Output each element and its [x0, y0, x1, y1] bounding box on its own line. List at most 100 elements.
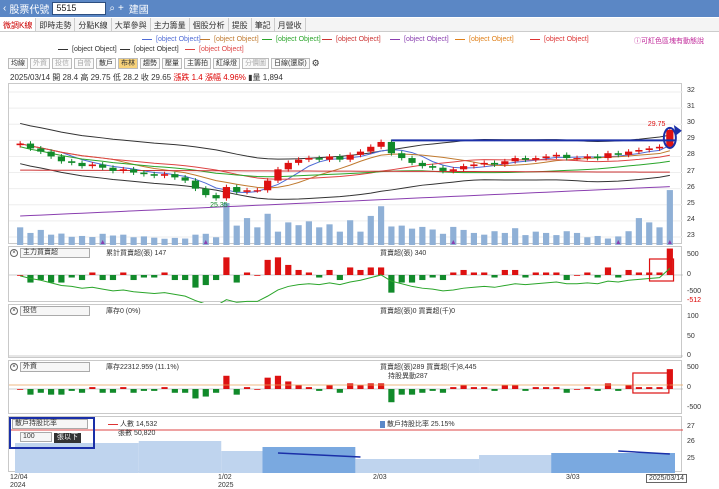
candle-body [191, 180, 200, 189]
back-icon[interactable]: ‹ [3, 3, 7, 14]
toolbar-button[interactable]: 壓量 [162, 58, 182, 69]
date-tick: 1/02 2025 [218, 474, 234, 489]
indicator-toolbar: 均線 外資 投信 自營 散戶 布林 趨勢 壓量 主籌拍 紅綠燈 分價圖 日線(還原) ⚙ [8, 58, 320, 69]
tab-5[interactable]: 個股分析 [190, 18, 229, 31]
flow-bar [213, 389, 220, 393]
flow-bar [450, 387, 457, 389]
flow-bar [584, 387, 591, 389]
volume-bar [398, 225, 405, 245]
volume-bar [326, 224, 333, 245]
flow-bar [48, 275, 55, 283]
indicator-select[interactable]: 外資 [20, 362, 90, 373]
volume-bar [78, 235, 86, 245]
volume-bar [120, 234, 127, 245]
toolbar-button[interactable]: 投信 [52, 58, 72, 69]
notice-link[interactable]: ⓘ可紅色區塊有動態說 [634, 38, 704, 45]
indicator-select[interactable]: 散戶持股比率 [12, 419, 88, 429]
search-icon[interactable]: ⌕ [109, 3, 115, 14]
threshold-select[interactable]: 100 [20, 432, 52, 442]
toolbar-button[interactable]: 布林 [118, 58, 138, 69]
toolbar-button[interactable]: 分價圖 [242, 58, 269, 69]
tab-2[interactable]: 分點K線 [75, 18, 112, 31]
signal-marker [667, 240, 672, 244]
legend-swatch [322, 38, 332, 40]
candle-body [387, 141, 396, 154]
candle-body [129, 169, 138, 173]
candle-body [305, 158, 313, 160]
ma60-line [20, 146, 670, 178]
toolbar-button[interactable]: 主籌拍 [184, 58, 211, 69]
gear-icon[interactable]: ⚙ [311, 58, 320, 68]
flow-bar [58, 389, 65, 395]
flow-bar [27, 389, 34, 395]
flow-bar [522, 275, 529, 278]
tab-0[interactable]: 微調K線 [0, 18, 37, 31]
candle-body [294, 159, 303, 163]
volume-bar [367, 215, 374, 245]
indicator-select[interactable]: 投信 [20, 306, 90, 317]
candle-body [222, 187, 231, 199]
axis-label: 27 [687, 423, 695, 430]
toolbar-button[interactable]: 外資 [30, 58, 50, 69]
flow-bar [604, 267, 612, 275]
retail-ratio-area [138, 441, 222, 473]
toolbar-button[interactable]: 散戶 [96, 58, 116, 69]
period-dropdown[interactable]: 日線(還原) [271, 58, 310, 69]
close-icon[interactable]: × [10, 363, 18, 372]
tab-1[interactable]: 即時走勢 [36, 18, 76, 31]
flow-bar [202, 389, 209, 397]
toolbar-button[interactable]: 紅綠燈 [213, 58, 240, 69]
volume-bar [130, 237, 137, 245]
flow-bar [254, 275, 261, 276]
flow-bar [501, 269, 508, 275]
toolbar-button[interactable]: 均線 [8, 58, 28, 69]
foreign-panel [8, 360, 683, 414]
tab-6[interactable]: 提股 [229, 18, 252, 31]
tab-3[interactable]: 大單參與 [112, 18, 151, 31]
price-tick: 26 [687, 183, 695, 191]
toolbar-button[interactable]: 自營 [74, 58, 94, 69]
flow-bar [635, 272, 642, 275]
flow-bar [316, 389, 323, 391]
top-bar: ‹ 股票代號 5515 ⌕ + 建國 [0, 0, 719, 17]
candle-body [583, 156, 591, 159]
price-chart[interactable]: 29.75 25.35 [9, 84, 683, 245]
legend-item: [object Object] [142, 36, 201, 43]
indicator-select[interactable]: 主力買賣超 [20, 248, 90, 259]
people-value: 人數 14,532 [119, 421, 158, 428]
channel-bottom-line [20, 163, 670, 200]
flow-bar [89, 272, 96, 275]
high-price-label: 29.75 [648, 121, 666, 128]
candle-body [655, 146, 664, 149]
volume-bar [666, 190, 673, 245]
flow-bar [202, 275, 209, 286]
flow-bar [635, 387, 642, 389]
shares-text: 張數 50,820 [118, 430, 156, 437]
close-icon[interactable]: × [10, 249, 18, 258]
axis-label: 500 [687, 251, 699, 258]
flow-bar [594, 389, 601, 391]
toolbar-button[interactable]: 趨勢 [140, 58, 160, 69]
tab-7[interactable]: 筆記 [252, 18, 275, 31]
retail-ratio-area [355, 459, 480, 473]
flow-bar [68, 275, 75, 278]
close-icon[interactable]: × [10, 307, 18, 316]
candle-body [470, 164, 478, 167]
volume-bar [460, 229, 467, 245]
volume-bar [285, 222, 292, 245]
candle-body [604, 153, 612, 159]
stock-code-input[interactable]: 5515 [52, 2, 107, 15]
inventory-text: 庫存22312.959 (11.1%) [105, 364, 179, 371]
highlight-box [648, 258, 675, 282]
tab-4[interactable]: 主力籌量 [151, 18, 190, 31]
volume-value: 1,894 [262, 73, 283, 82]
candle-body [367, 146, 375, 152]
flow-bar [429, 275, 436, 278]
tab-8[interactable]: 月營收 [275, 18, 306, 31]
legend-label: [object Object] [156, 36, 201, 43]
price-tick: 25 [687, 199, 695, 207]
legend-swatch [390, 38, 400, 40]
candle-body [212, 195, 220, 199]
add-icon[interactable]: + [117, 3, 124, 14]
function-tabs: 微調K線 即時走勢 分點K線 大單參與 主力籌量 個股分析 提股 筆記 月營收 [0, 18, 719, 32]
